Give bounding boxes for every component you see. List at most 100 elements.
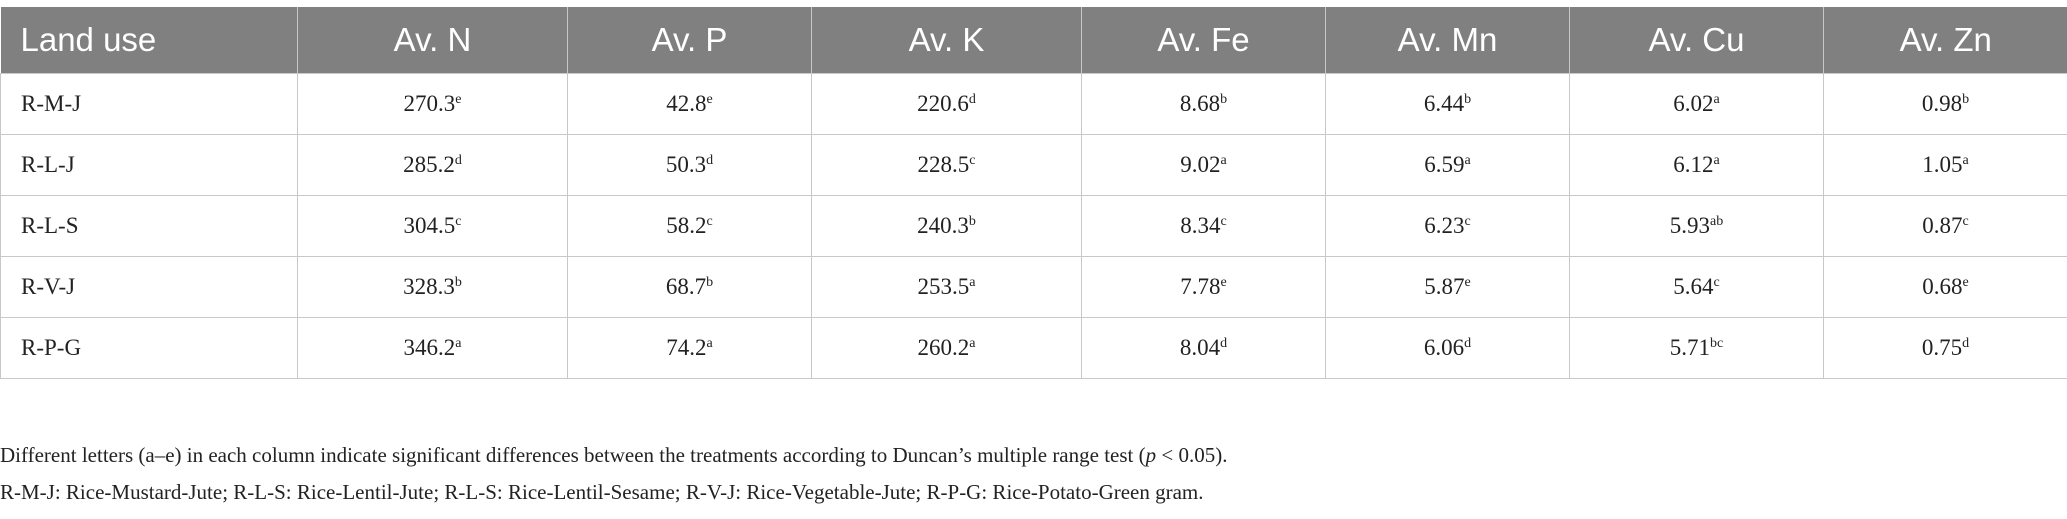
value-cell: 6.59a	[1325, 134, 1570, 196]
significance-letter: d	[454, 153, 462, 168]
significance-letter: a	[969, 275, 976, 290]
cell-value: 328.3	[403, 274, 455, 299]
cell-value: 9.02	[1180, 152, 1221, 177]
cell-value: 50.3	[665, 152, 707, 177]
cell-value: 8.34	[1180, 213, 1221, 238]
value-cell: 5.87e	[1325, 256, 1570, 318]
value-cell: 253.5a	[811, 256, 1082, 318]
value-cell: 6.44b	[1325, 73, 1570, 135]
value-cell: 0.75d	[1823, 317, 2067, 379]
significance-letter: e	[1464, 275, 1471, 290]
cell-value: 220.6	[917, 91, 969, 116]
value-cell: 5.93ab	[1569, 195, 1824, 257]
row-label: R-M-J	[0, 73, 298, 135]
significance-letter: c	[455, 214, 462, 229]
table-row: R-P-G 346.2a 74.2a 260.2a 8.04d 6.06d 5.71bc 0.…	[0, 317, 2067, 379]
significance-letter: a	[969, 336, 976, 351]
significance-letter: a	[706, 336, 713, 351]
cell-value: 6.44	[1423, 91, 1465, 116]
significance-letter: e	[1962, 275, 1969, 290]
significance-letter: c	[1464, 214, 1471, 229]
value-cell: 270.3e	[297, 73, 568, 135]
value-cell: 58.2c	[567, 195, 812, 257]
header-cell: Av. Zn	[1823, 7, 2067, 74]
value-cell: 304.5c	[297, 195, 568, 257]
significance-letter: b	[454, 275, 462, 290]
footnote-text: Different letters (a–e) in each column i…	[0, 443, 1146, 467]
significance-letter: e	[706, 92, 713, 107]
cell-value: 6.59	[1424, 152, 1465, 177]
data-table: Land use Av. N Av. P Av. K Av. Fe Av. Mn Av. C…	[0, 7, 2067, 379]
significance-letter: b	[1220, 92, 1228, 107]
value-cell: 7.78e	[1081, 256, 1326, 318]
cell-value: 228.5	[917, 152, 970, 177]
row-label: R-V-J	[0, 256, 298, 318]
value-cell: 240.3b	[811, 195, 1082, 257]
cell-value: 5.87	[1424, 274, 1465, 299]
significance-letter: a	[1713, 153, 1720, 168]
cell-value: 5.64	[1673, 274, 1714, 299]
header-cell: Land use	[0, 7, 298, 74]
value-cell: 0.87c	[1823, 195, 2067, 257]
value-cell: 285.2d	[297, 134, 568, 196]
table-body: R-M-J 270.3e 42.8e 220.6d 8.68b 6.44b 6.02a 0.9…	[0, 73, 2067, 379]
cell-value: 0.75	[1921, 335, 1963, 360]
footnote-text: R-M-J: Rice-Mustard-Jute; R-L-S: Rice-Le…	[0, 480, 1204, 504]
header-cell: Av. Fe	[1081, 7, 1326, 74]
cell-value: 285.2	[403, 152, 455, 177]
value-cell: 6.12a	[1569, 134, 1824, 196]
cell-value: 6.02	[1673, 91, 1714, 116]
value-cell: 8.04d	[1081, 317, 1326, 379]
cell-value: 58.2	[666, 213, 707, 238]
significance-letter: d	[1962, 336, 1970, 351]
significance-letter: c	[706, 214, 713, 229]
significance-letter: b	[1464, 92, 1472, 107]
footnote: Different letters (a–e) in each column i…	[0, 443, 1227, 468]
significance-letter: c	[969, 153, 976, 168]
value-cell: 8.34c	[1081, 195, 1326, 257]
row-label: R-L-S	[0, 195, 298, 257]
significance-letter: a	[455, 336, 462, 351]
value-cell: 9.02a	[1081, 134, 1326, 196]
significance-letter: a	[1713, 92, 1720, 107]
cell-value: 304.5	[403, 213, 456, 238]
row-label: R-P-G	[0, 317, 298, 379]
cell-value: 270.3	[403, 91, 456, 116]
header-cell: Av. K	[811, 7, 1082, 74]
value-cell: 220.6d	[811, 73, 1082, 135]
significance-letter: e	[455, 92, 462, 107]
cell-value: 74.2	[666, 335, 707, 360]
footnote-text: < 0.05).	[1156, 443, 1228, 467]
cell-value: 42.8	[666, 91, 707, 116]
value-cell: 6.23c	[1325, 195, 1570, 257]
significance-letter: bc	[1710, 336, 1724, 351]
cell-value: 6.12	[1673, 152, 1714, 177]
value-cell: 6.02a	[1569, 73, 1824, 135]
significance-letter: b	[1962, 92, 1970, 107]
table-row: R-V-J 328.3b 68.7b 253.5a 7.78e 5.87e 5.64c 0.6…	[0, 256, 2067, 318]
cell-value: 346.2	[403, 335, 456, 360]
cell-value: 5.93	[1669, 213, 1711, 238]
cell-value: 0.98	[1921, 91, 1963, 116]
cell-value: 5.71	[1669, 335, 1711, 360]
value-cell: 5.64c	[1569, 256, 1824, 318]
table-row: R-L-S 304.5c 58.2c 240.3b 8.34c 6.23c 5.93ab 0.…	[0, 195, 2067, 257]
value-cell: 228.5c	[811, 134, 1082, 196]
footnotes: Different letters (a–e) in each column i…	[0, 443, 1227, 517]
header-cell: Av. P	[567, 7, 812, 74]
value-cell: 8.68b	[1081, 73, 1326, 135]
value-cell: 42.8e	[567, 73, 812, 135]
cell-value: 0.87	[1922, 213, 1963, 238]
table-wrap: Land use Av. N Av. P Av. K Av. Fe Av. Mn Av. C…	[0, 7, 2067, 379]
header-row: Land use Av. N Av. P Av. K Av. Fe Av. Mn Av. C…	[0, 7, 2067, 74]
significance-letter: a	[1464, 153, 1471, 168]
cell-value: 7.78	[1180, 274, 1221, 299]
cell-value: 8.04	[1179, 335, 1221, 360]
footnote: R-M-J: Rice-Mustard-Jute; R-L-S: Rice-Le…	[0, 480, 1227, 505]
significance-letter: d	[968, 92, 976, 107]
significance-letter: c	[1962, 214, 1969, 229]
cell-value: 260.2	[917, 335, 970, 360]
significance-letter: e	[1220, 275, 1227, 290]
header-cell: Av. Mn	[1325, 7, 1570, 74]
